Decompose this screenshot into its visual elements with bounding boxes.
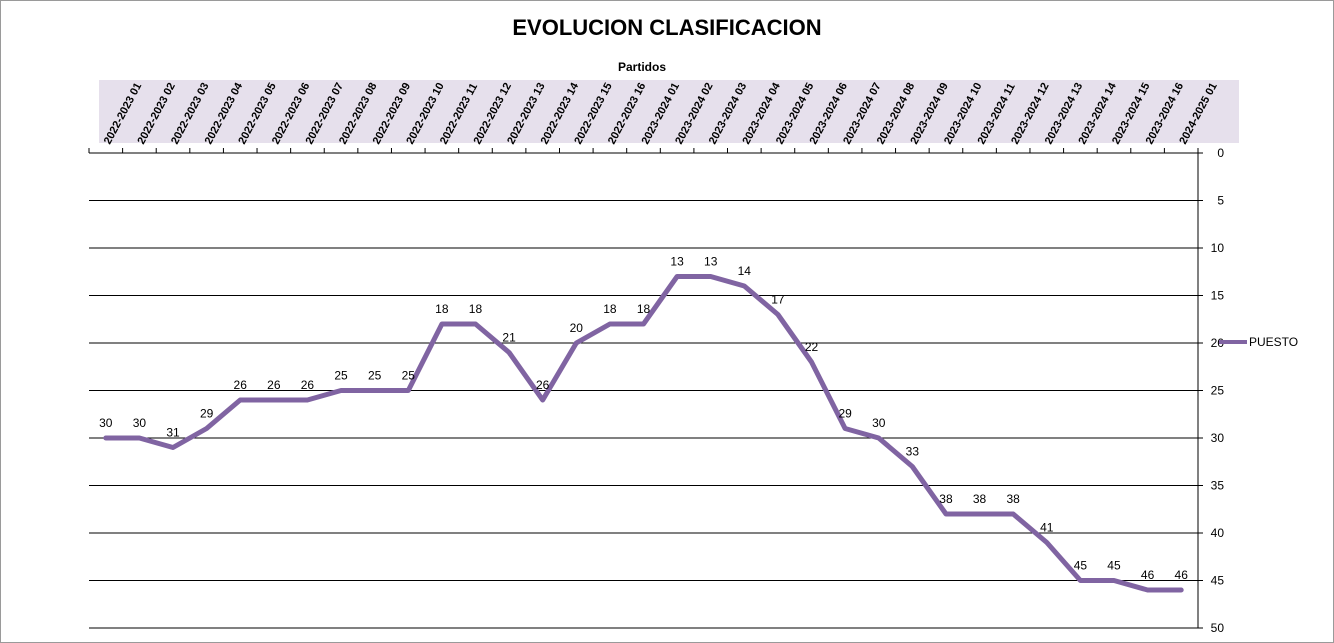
chart-title: EVOLUCION CLASIFICACION <box>512 15 821 40</box>
data-label: 20 <box>570 321 584 335</box>
data-label: 25 <box>334 369 348 383</box>
data-label: 31 <box>166 426 180 440</box>
y-tick-label: 20 <box>1211 336 1225 350</box>
data-label: 30 <box>99 416 113 430</box>
data-label: 26 <box>234 378 248 392</box>
y-tick-label: 50 <box>1211 621 1225 635</box>
data-label: 33 <box>906 445 920 459</box>
data-label: 29 <box>838 407 852 421</box>
data-label: 22 <box>805 340 819 354</box>
series-puesto <box>103 274 1184 593</box>
data-label: 18 <box>435 302 449 316</box>
data-label: 45 <box>1074 559 1088 573</box>
data-label: 46 <box>1175 568 1189 582</box>
data-label: 18 <box>603 302 617 316</box>
data-labels: 30 30 31 29 26 26 26 25 25 25 18 18 21 26 20 18 18 13 13 14… <box>99 255 1188 583</box>
data-label: 18 <box>637 302 651 316</box>
y-tick-labels: 0 5 10 15 20 25 30 35 40 45 50 <box>1211 146 1225 635</box>
y-tick-label: 35 <box>1211 479 1225 493</box>
data-label: 26 <box>536 378 550 392</box>
data-label: 14 <box>738 264 752 278</box>
data-label: 30 <box>133 416 147 430</box>
data-label: 38 <box>1006 492 1020 506</box>
data-label: 17 <box>771 293 785 307</box>
data-label: 25 <box>402 369 416 383</box>
y-tick-label: 40 <box>1211 526 1225 540</box>
legend-label: PUESTO <box>1249 335 1298 349</box>
data-label: 25 <box>368 369 382 383</box>
data-label: 26 <box>301 378 315 392</box>
y-tick-label: 10 <box>1211 241 1225 255</box>
series-line-puesto <box>103 274 1184 593</box>
y-tick-label: 0 <box>1217 146 1224 160</box>
data-label: 29 <box>200 407 214 421</box>
data-label: 45 <box>1107 559 1121 573</box>
data-label: 41 <box>1040 521 1054 535</box>
gridlines <box>88 148 1203 629</box>
data-label: 18 <box>469 302 483 316</box>
data-label: 38 <box>939 492 953 506</box>
y-tick-label: 45 <box>1211 574 1225 588</box>
y-tick-label: 25 <box>1211 384 1225 398</box>
x-axis-band <box>99 80 1239 143</box>
y-tick-label: 15 <box>1211 289 1225 303</box>
y-tick-label: 30 <box>1211 431 1225 445</box>
data-label: 21 <box>502 331 516 345</box>
data-label: 26 <box>267 378 281 392</box>
data-label: 13 <box>670 255 684 269</box>
data-label: 38 <box>973 492 987 506</box>
x-axis-title: Partidos <box>618 60 666 74</box>
y-tick-label: 5 <box>1217 194 1224 208</box>
legend: PUESTO <box>1219 335 1298 349</box>
data-label: 13 <box>704 255 718 269</box>
data-label: 46 <box>1141 568 1155 582</box>
data-label: 30 <box>872 416 886 430</box>
